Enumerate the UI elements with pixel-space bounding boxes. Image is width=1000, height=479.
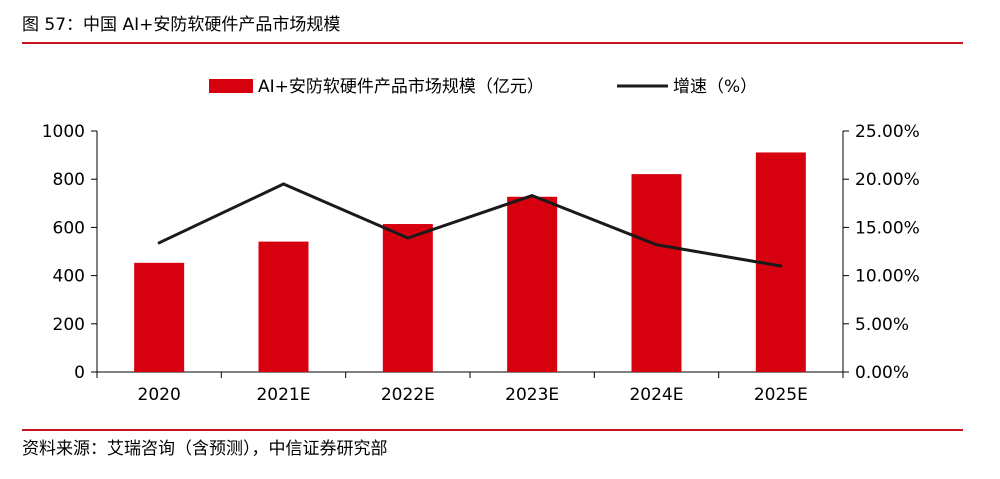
figure-title: 图 57：中国 AI+安防软硬件产品市场规模: [22, 15, 341, 35]
x-tick-label: 2025E: [754, 385, 808, 405]
growth-point-2024E: [655, 243, 658, 247]
legend-bar-swatch: [209, 79, 253, 93]
bar-2021E: [258, 241, 309, 372]
legend-bar-label: AI+安防软硬件产品市场规模（亿元）: [258, 77, 544, 97]
growth-point-2025E: [779, 264, 783, 268]
growth-point-2021E: [282, 182, 285, 186]
y-left-tick-label: 400: [53, 267, 85, 287]
x-tick-label: 2022E: [381, 385, 435, 405]
growth-point-2023E: [530, 194, 534, 198]
y-left-tick-label: 1000: [42, 122, 85, 142]
y-left-tick-label: 600: [53, 218, 85, 238]
x-tick-label: 2023E: [505, 385, 559, 405]
plot-area: 0 200 400 600 800 1000 0.00% 5.00% 10.00% 15.00% 2…: [42, 122, 920, 405]
growth-point-2020: [157, 241, 161, 245]
y-left-tick-label: 800: [53, 170, 85, 190]
growth-line: [158, 182, 782, 268]
bottom-divider: [22, 429, 963, 431]
bar-2024E: [631, 174, 682, 372]
legend: AI+安防软硬件产品市场规模（亿元） 增速（%）: [209, 77, 757, 97]
source-note: 资料来源：艾瑞咨询（含预测），中信证券研究部: [22, 439, 388, 459]
x-tick-label: 2021E: [256, 385, 310, 405]
bar-2022E: [382, 224, 433, 372]
y-left-tick-label: 200: [53, 315, 85, 335]
bar-2023E: [507, 196, 558, 372]
y-right-tick-label: 5.00%: [855, 315, 909, 335]
x-tick-label: 2020: [138, 385, 181, 405]
legend-line-label: 增速（%）: [673, 77, 757, 97]
x-tick-label: 2024E: [629, 385, 683, 405]
top-divider: [22, 42, 963, 44]
y-left-tick-label: 0: [74, 363, 85, 383]
growth-point-2022E: [406, 236, 410, 240]
y-right-tick-label: 15.00%: [855, 218, 920, 238]
y-right-tick-label: 10.00%: [855, 267, 920, 287]
y-right-tick-label: 20.00%: [855, 170, 920, 190]
bar-2020: [134, 262, 185, 372]
y-right-tick-label: 25.00%: [855, 122, 920, 142]
y-right-tick-label: 0.00%: [855, 363, 909, 383]
